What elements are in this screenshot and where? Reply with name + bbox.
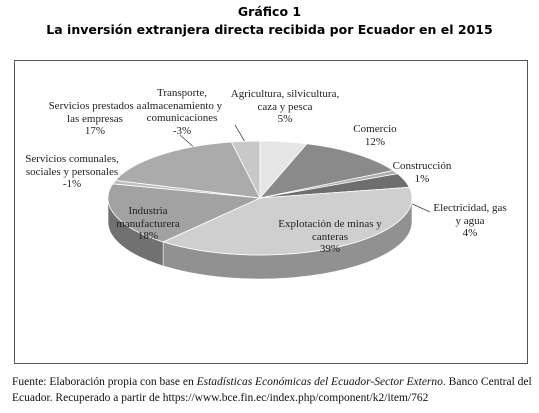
slice-label: Servicios prestados a las empresas 17% [45,100,145,138]
slice-label: Industria manufacturera 18% [98,205,198,243]
value-label: -1% [62,178,82,190]
figure-number: Gráfico 1 [237,4,302,19]
value-label: -3% [172,124,192,137]
slice-label: Servicios comunales, sociales y personal… [22,153,122,191]
category-label: Electricidad, gas y agua [433,202,507,227]
slice [107,183,262,243]
chart-title: La inversión extranjera directa recibida… [46,22,493,37]
value-label: 17% [84,125,106,137]
category-label: Comercio [353,123,397,135]
pie-tops [107,140,413,256]
value-label: 5% [277,113,293,125]
value-label: 4% [462,227,478,239]
category-label: Transporte, almacenamiento y comunicacio… [141,87,223,124]
slice-label: Agricultura, silvicultura, caza y pesca 5… [230,88,340,126]
source-text: . Banco Central del Ecuador. Recuperado … [12,376,532,404]
value-label: 12% [364,135,386,148]
slice-label: Electricidad, gas y agua 4% [430,202,510,240]
category-label: Explotación de minas y canteras [278,218,382,243]
category-label: Construcción [392,160,452,172]
slice-label: Explotación de minas y canteras 39% [270,218,390,256]
slice-label: Transporte, almacenamiento y comunicacio… [122,87,242,137]
value-label: 39% [319,243,341,255]
source-note: Fuente: Elaboración propia con base en E… [12,374,532,406]
slice [258,143,395,199]
value-label: 18% [137,230,159,242]
category-label: Servicios prestados a las empresas [48,100,142,125]
slice [230,140,261,199]
value-label: 1% [414,172,430,185]
category-label: Servicios comunales, sociales y personal… [25,153,119,178]
chart-frame [14,60,528,364]
source-text: Fuente: Elaboración propia con base en [12,376,197,388]
slice-label: Construcción 1% [382,160,462,185]
slice [161,186,413,256]
slice-label: Comercio 12% [335,123,415,148]
category-label: Agricultura, silvicultura, caza y pesca [230,88,340,113]
category-label: Industria manufacturera [116,205,180,230]
source-title: Estadísticas Económicas del Ecuador-Sect… [196,376,443,388]
slice [114,141,261,199]
